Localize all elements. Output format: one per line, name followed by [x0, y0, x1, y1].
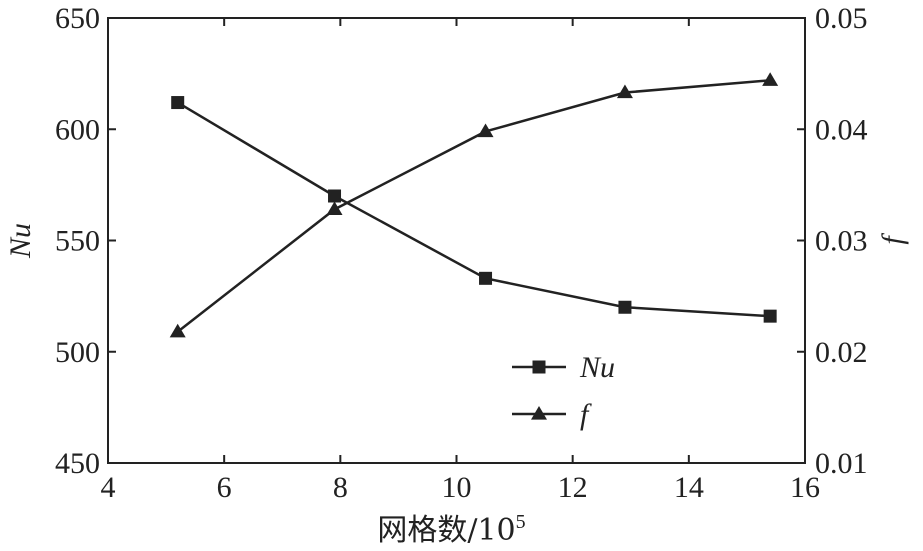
x-tick-label: 6: [217, 471, 232, 504]
axes: 4 6 8 10 12 14 16 450 500 550 600 650 0.01 0.02 0.03 0.…: [4, 2, 909, 548]
data-point-nu: [763, 309, 777, 323]
x-axis-label: 网格数/105: [377, 511, 525, 548]
y-left-tick-label: 650: [55, 2, 100, 35]
data-point-nu: [328, 189, 342, 203]
y-right-tick-label: 0.01: [815, 447, 868, 480]
y-right-tick-label: 0.05: [815, 2, 868, 35]
legend-label-f: f: [580, 398, 592, 431]
data-point-f: [326, 201, 343, 215]
y-left-tick-label: 600: [55, 113, 100, 146]
legend-marker-f: [531, 406, 547, 420]
data-point-nu: [171, 96, 185, 110]
x-tick-label: 12: [558, 471, 588, 504]
series-line-f: [176, 79, 771, 333]
y-left-tick-label: 550: [55, 225, 100, 258]
data-point-f: [169, 323, 186, 338]
data-point-f: [616, 84, 633, 99]
y-left-tick-label: 450: [55, 447, 100, 480]
legend-label-nu: Nu: [579, 351, 615, 384]
y-right-tick-label: 0.04: [815, 113, 868, 146]
y-right-tick-label: 0.02: [815, 336, 868, 369]
y-left-axis-label: Nu: [4, 223, 37, 259]
legend-marker-nu: [532, 360, 546, 374]
x-tick-label: 8: [333, 471, 348, 504]
data-point-f: [762, 72, 779, 86]
x-tick-label: 14: [674, 471, 704, 504]
y-left-tick-label: 500: [55, 336, 100, 369]
data-point-nu: [479, 271, 493, 285]
legend: Nu f: [512, 351, 615, 431]
x-tick-label: 4: [101, 471, 116, 504]
plot-frame: [107, 17, 806, 464]
y-right-tick-label: 0.03: [815, 225, 868, 258]
x-tick-label: 16: [790, 471, 820, 504]
series-layer: [169, 72, 779, 338]
data-point-f: [477, 123, 494, 138]
x-tick-label: 10: [442, 471, 472, 504]
y-right-axis-label: f: [876, 233, 909, 245]
data-point-nu: [618, 300, 632, 314]
series-line-nu: [177, 101, 771, 318]
